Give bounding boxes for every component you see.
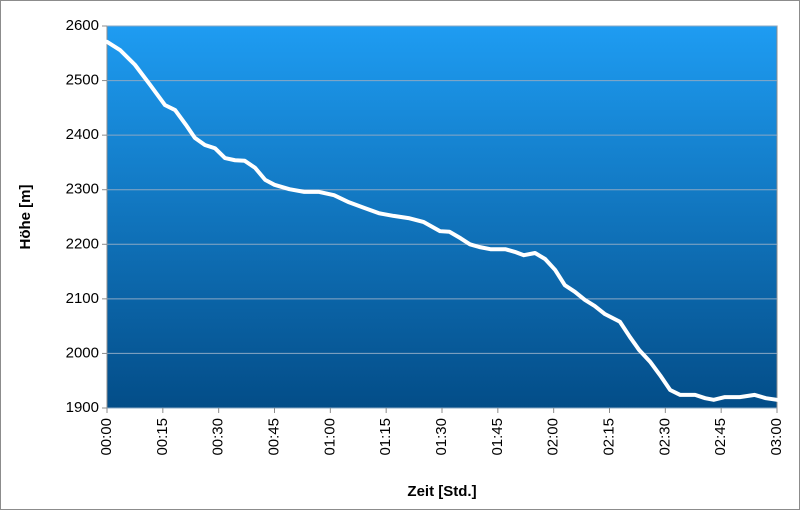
x-tick-label: 01:00: [321, 418, 338, 456]
y-tick-label: 2500: [66, 72, 99, 89]
x-tick-label: 02:30: [656, 418, 673, 456]
y-axis-title: Höhe [m]: [17, 185, 34, 250]
x-tick-label: 01:45: [489, 418, 506, 456]
y-tick-label: 2200: [66, 235, 99, 252]
x-tick-label: 01:15: [377, 418, 394, 456]
y-tick-label: 2600: [66, 17, 99, 34]
x-tick-label: 02:15: [600, 418, 617, 456]
plot-area: [106, 25, 778, 409]
y-tick-label: 2000: [66, 344, 99, 361]
y-tick-label: 2300: [66, 181, 99, 198]
y-tick-label: 2100: [66, 290, 99, 307]
y-tick-label: 2400: [66, 126, 99, 143]
x-tick-label: 02:45: [712, 418, 729, 456]
x-tick-label: 02:00: [545, 418, 562, 456]
elevation-line: [105, 39, 779, 402]
x-tick-label: 00:30: [210, 418, 227, 456]
x-tick-label: 00:15: [154, 418, 171, 456]
y-tick-label: 1900: [66, 399, 99, 416]
x-tick-label: 00:00: [98, 418, 115, 456]
x-tick-label: 01:30: [433, 418, 450, 456]
x-tick-label: 00:45: [265, 418, 282, 456]
x-axis-title: Zeit [Std.]: [407, 483, 476, 500]
x-tick-label: 03:00: [768, 418, 785, 456]
